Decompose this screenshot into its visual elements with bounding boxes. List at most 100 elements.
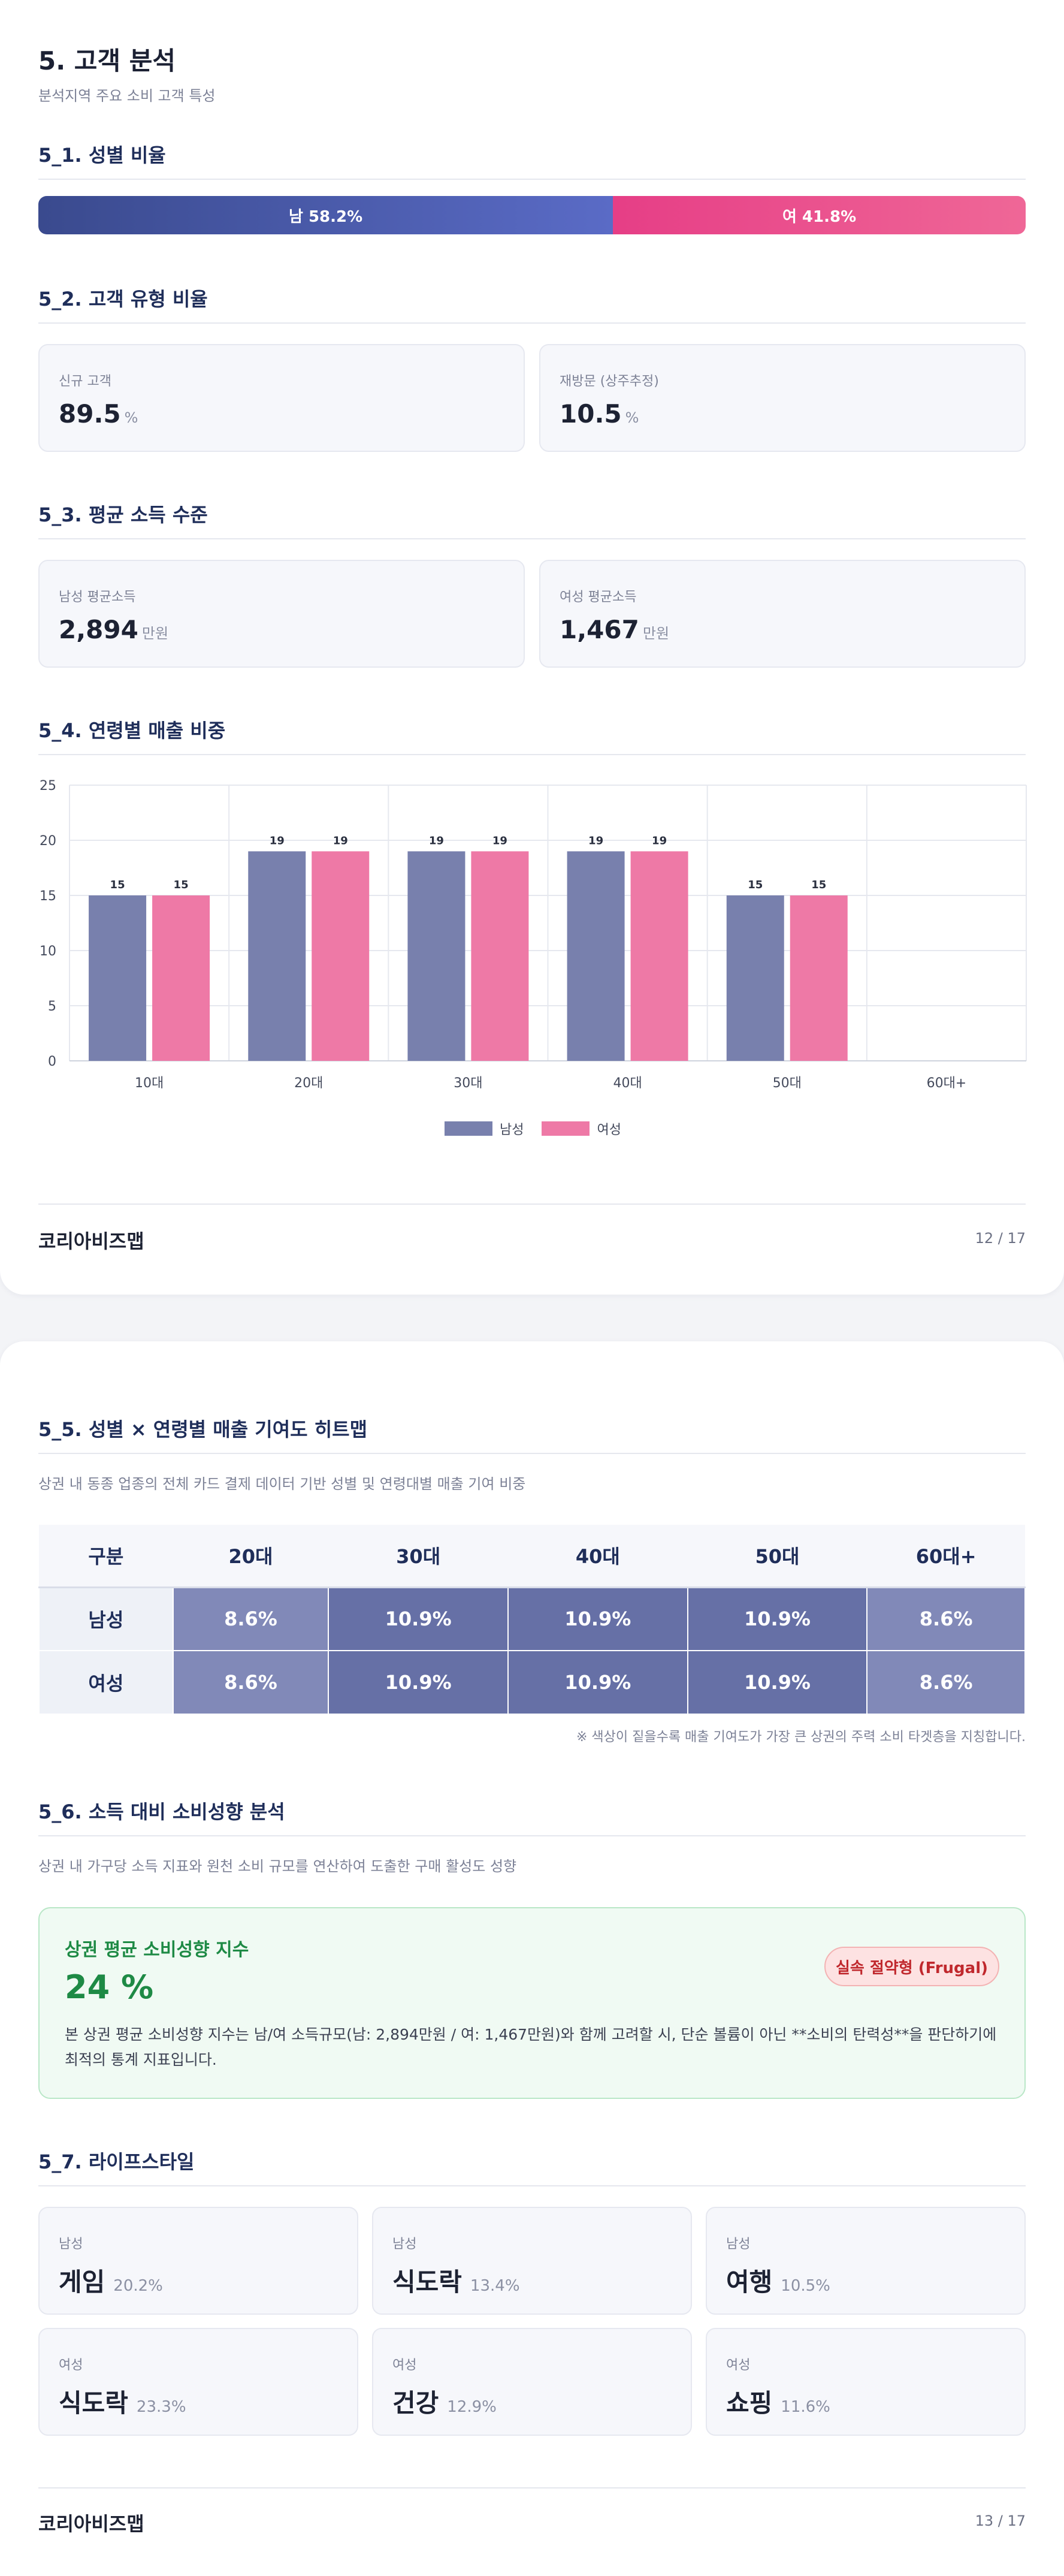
bar-value-label: 19 <box>652 834 667 847</box>
bar-value-label: 15 <box>110 879 125 891</box>
section-title-gender: 5_1. 성별 비율 <box>38 144 166 167</box>
card-value-wrap: 2,894 만원 <box>59 615 168 644</box>
lifestyle-pct: 10.5% <box>781 2277 830 2295</box>
card-female-income: 여성 평균소득 1,467 만원 <box>539 560 1026 668</box>
section-divider <box>38 1453 1026 1454</box>
bar-value-label: 19 <box>429 834 444 847</box>
card-label: 여성 평균소득 <box>560 590 637 605</box>
gender-bar-female: 여 41.8% <box>613 196 1026 234</box>
bar-female <box>630 851 688 1061</box>
footer-divider <box>38 1203 1026 1205</box>
legend-swatch-female <box>542 1121 590 1136</box>
bar-value-label: 19 <box>270 834 285 847</box>
heatmap-cell: 10.9% <box>507 1650 688 1715</box>
section-divider <box>38 1835 1026 1836</box>
bar-female <box>471 851 529 1061</box>
heatmap-description: 상권 내 동종 업종의 전체 카드 결제 데이터 기반 성별 및 연령대별 매출… <box>38 1476 526 1492</box>
propensity-description: 상권 내 가구당 소득 지표와 원천 소비 규모를 연산하여 도출한 구매 활성… <box>38 1858 517 1875</box>
lifestyle-value-wrap: 쇼핑 11.6% <box>726 2383 830 2420</box>
lifestyle-gender: 남성 <box>392 2237 417 2252</box>
heatmap-cell: 10.9% <box>507 1586 688 1651</box>
section-title-propensity: 5_6. 소득 대비 소비성향 분석 <box>38 1800 285 1823</box>
x-tick-label: 50대 <box>773 1076 802 1091</box>
heatmap-cell: 10.9% <box>687 1650 868 1715</box>
heatmap-cell: 10.9% <box>328 1586 509 1651</box>
bar-value-label: 19 <box>333 834 348 847</box>
bar-male <box>248 851 306 1061</box>
lifestyle-gender: 여성 <box>59 2358 83 2373</box>
bar-value-label: 15 <box>748 879 763 891</box>
bar-value-label: 19 <box>492 834 507 847</box>
lifestyle-name: 여행 <box>726 2267 773 2297</box>
lifestyle-gender: 남성 <box>59 2237 83 2252</box>
card-value-wrap: 1,467 만원 <box>560 615 669 644</box>
section-title-income: 5_3. 평균 소득 수준 <box>38 503 208 526</box>
lifestyle-name: 게임 <box>59 2267 105 2297</box>
heatmap-row-female: 여성 8.6% 10.9% 10.9% 10.9% 8.6% <box>38 1650 1026 1715</box>
gender-ratio-bar: 남 58.2% 여 41.8% <box>38 196 1026 234</box>
lifestyle-value-wrap: 게임 20.2% <box>59 2262 163 2299</box>
lifestyle-pct: 20.2% <box>113 2277 163 2295</box>
lifestyle-name: 건강 <box>392 2388 439 2418</box>
heatmap-header-cell: 20대 <box>173 1525 329 1588</box>
heatmap-note: ※ 색상이 짙을수록 매출 기여도가 가장 큰 상권의 주력 소비 타겟층을 지… <box>576 1730 1026 1745</box>
chart-legend: 남성 여성 <box>445 1120 624 1138</box>
section-title-customer-type: 5_2. 고객 유형 비율 <box>38 288 208 310</box>
page-title: 5. 고객 분석 <box>38 46 176 76</box>
lifestyle-pct: 23.3% <box>136 2398 186 2416</box>
y-tick-label: 25 <box>40 779 56 794</box>
section-divider <box>38 322 1026 324</box>
heatmap-cell: 10.9% <box>687 1586 868 1651</box>
heatmap-table: 구분 20대 30대 40대 50대 60대+ 남성 8.6% 10.9% 10… <box>38 1525 1026 1715</box>
footer-brand: 코리아비즈맵 <box>38 1230 144 1253</box>
lifestyle-card-male-2: 남성 식도락 13.4% <box>372 2207 692 2315</box>
report-page-12: 5. 고객 분석 분석지역 주요 소비 고객 특성 5_1. 성별 비율 남 5… <box>0 0 1064 1295</box>
section-divider <box>38 538 1026 539</box>
x-tick-label: 30대 <box>454 1076 482 1091</box>
heatmap-cell: 8.6% <box>172 1586 330 1651</box>
lifestyle-gender: 여성 <box>392 2358 417 2373</box>
bar-male <box>407 851 466 1061</box>
propensity-explanation: 본 상권 평균 소비성향 지수는 남/여 소득규모(남: 2,894만원 / 여… <box>65 2026 997 2068</box>
propensity-box-title: 상권 평균 소비성향 지수 <box>65 1939 249 1960</box>
y-tick-label: 5 <box>48 999 56 1014</box>
card-returning-customer: 재방문 (상주추정) 10.5% <box>539 344 1026 452</box>
footer-divider <box>38 2487 1026 2488</box>
lifestyle-value-wrap: 식도락 13.4% <box>392 2262 520 2299</box>
footer-page-number: 13 / 17 <box>975 2512 1026 2529</box>
lifestyle-card-female-2: 여성 건강 12.9% <box>372 2328 692 2436</box>
heatmap-row-male: 남성 8.6% 10.9% 10.9% 10.9% 8.6% <box>38 1586 1026 1651</box>
x-tick-label: 20대 <box>294 1076 323 1091</box>
y-tick-label: 15 <box>40 889 56 904</box>
legend-swatch-male <box>445 1121 492 1136</box>
age-sales-bar-chart: 0 5 10 15 20 25 15 15 10대 19 19 20대 19 19 30대 19 19 40대 15… <box>40 779 1027 1091</box>
section-divider <box>38 2185 1026 2186</box>
lifestyle-pct: 13.4% <box>470 2277 520 2295</box>
card-value: 89.5 <box>59 399 121 429</box>
x-tick-label: 10대 <box>135 1076 164 1091</box>
bar-female <box>312 851 370 1061</box>
lifestyle-pct: 12.9% <box>447 2398 497 2416</box>
lifestyle-card-male-3: 남성 여행 10.5% <box>706 2207 1026 2315</box>
card-label: 남성 평균소득 <box>59 590 136 605</box>
card-unit: % <box>124 409 138 426</box>
legend-label-male: 남성 <box>500 1123 524 1138</box>
heatmap-header-cell: 30대 <box>328 1525 508 1588</box>
card-label: 신규 고객 <box>59 374 111 389</box>
lifestyle-card-female-1: 여성 식도락 23.3% <box>38 2328 358 2436</box>
y-tick-label: 10 <box>40 944 56 959</box>
x-tick-label: 40대 <box>613 1076 642 1091</box>
page-subtitle: 분석지역 주요 소비 고객 특성 <box>38 88 216 104</box>
bar-male <box>567 851 625 1061</box>
heatmap-header-cell: 60대+ <box>867 1525 1025 1588</box>
x-tick-label: 60대+ <box>927 1076 967 1091</box>
card-unit: 만원 <box>141 625 169 642</box>
lifestyle-name: 식도락 <box>392 2267 462 2297</box>
heatmap-row-label: 남성 <box>38 1586 174 1651</box>
propensity-value: 24 % <box>65 1968 154 2006</box>
y-tick-label: 0 <box>48 1054 56 1069</box>
lifestyle-value-wrap: 식도락 23.3% <box>59 2383 186 2420</box>
bar-value-label: 19 <box>588 834 603 847</box>
heatmap-header-cell: 50대 <box>687 1525 867 1588</box>
card-value: 10.5 <box>560 399 622 429</box>
